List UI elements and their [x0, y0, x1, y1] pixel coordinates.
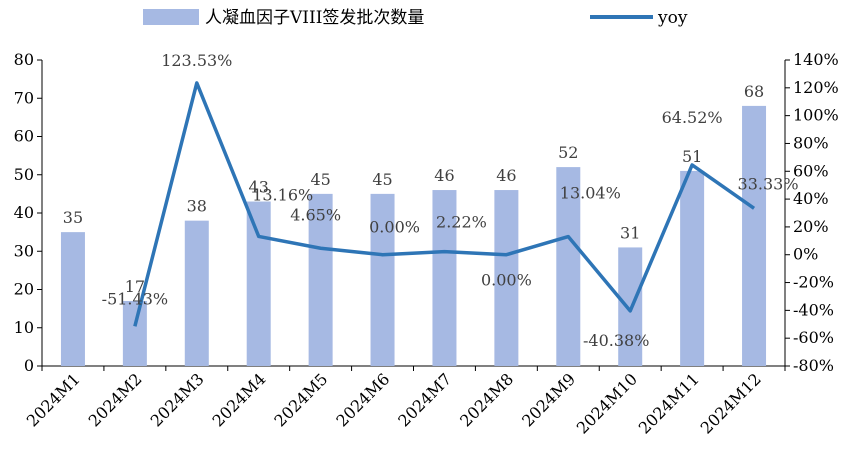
bar-value-label: 51 [682, 147, 702, 166]
bar-value-label: 31 [620, 223, 640, 242]
yoy-value-label: 0.00% [481, 271, 532, 290]
left-tick-label: 50 [14, 165, 34, 184]
x-tick-label: 2024M12 [697, 369, 765, 437]
yoy-value-label: 13.04% [560, 184, 621, 203]
bar-value-label: 68 [744, 82, 764, 101]
x-tick-label: 2024M9 [518, 369, 579, 430]
right-tick-label: -40% [793, 300, 834, 319]
legend: 人凝血因子VIII签发批次数量 yoy [143, 8, 688, 28]
x-tick-label: 2024M1 [23, 369, 84, 430]
x-tick-label: 2024M6 [332, 369, 393, 430]
bar-value-label: 46 [496, 166, 516, 185]
right-tick-label: -20% [793, 273, 834, 292]
bar-value-label: 43 [249, 178, 269, 197]
x-tick-label: 2024M4 [209, 369, 270, 430]
x-tick-label: 2024M8 [456, 369, 517, 430]
bar-value-label: 38 [187, 197, 207, 216]
yoy-line [133, 81, 756, 327]
legend-bar-label: 人凝血因子VIII签发批次数量 [205, 8, 424, 28]
x-tick-label: 2024M7 [394, 369, 455, 430]
right-tick-label: -80% [793, 356, 834, 375]
bar [308, 193, 333, 366]
bar-value-label: 17 [125, 277, 145, 296]
x-tick-label: 2024M10 [573, 369, 641, 437]
right-tick-label: 100% [793, 106, 839, 125]
bar-value-label: 46 [434, 166, 454, 185]
bar [370, 193, 395, 366]
x-tick-label: 2024M5 [270, 369, 331, 430]
right-tick-label: 20% [793, 217, 829, 236]
bar [680, 170, 705, 366]
bar [494, 190, 519, 366]
right-tick-label: 40% [793, 189, 829, 208]
bar-value-label: 45 [372, 170, 392, 189]
bar [60, 232, 85, 366]
yoy-value-label: 123.53% [161, 51, 232, 70]
left-tick-label: 70 [14, 88, 34, 107]
bar [184, 220, 209, 366]
bar [246, 201, 271, 366]
bar-value-label: 35 [63, 208, 83, 227]
legend-bar-swatch [143, 9, 199, 25]
left-tick-label: 60 [14, 127, 34, 146]
bar-series [60, 105, 767, 367]
x-tick-label: 2024M2 [85, 369, 146, 430]
yoy-value-label: 4.65% [290, 205, 341, 224]
yoy-value-label: 33.33% [738, 174, 799, 193]
legend-line-label: yoy [657, 8, 688, 28]
yoy-value-label: 0.00% [369, 218, 420, 237]
bar-value-label: 52 [558, 143, 578, 162]
bar-value-label: 45 [310, 170, 330, 189]
yoy-value-label: 13.16% [252, 185, 313, 204]
yoy-value-label: -40.38% [583, 331, 649, 350]
right-tick-label: 0% [793, 245, 818, 264]
left-tick-label: 20 [14, 280, 34, 299]
bar [122, 300, 147, 366]
bar [432, 190, 457, 366]
right-tick-label: 60% [793, 161, 829, 180]
yoy-labels: -51.43% 123.53% 13.16%4.65% 0.00% 2.22% 0.00%… [102, 51, 799, 350]
x-tick-label: 2024M11 [635, 369, 703, 437]
left-tick-label: 0 [24, 356, 34, 375]
right-tick-label: 80% [793, 133, 829, 152]
left-tick-label: 40 [14, 203, 34, 222]
left-tick-label: 30 [14, 241, 34, 260]
x-tick-label: 2024M3 [147, 369, 208, 430]
right-tick-label: 140% [793, 50, 839, 69]
left-tick-label: 10 [14, 318, 34, 337]
bar [556, 167, 581, 366]
left-tick-label: 80 [14, 50, 34, 69]
yoy-value-label: -51.43% [102, 289, 168, 308]
yoy-value-label: 2.22% [436, 213, 487, 232]
yoy-value-label: 64.52% [662, 108, 723, 127]
bar-labels: 35 17 38 43 45 45 46 46 52 31 51 68 [63, 82, 764, 296]
right-tick-label: -60% [793, 328, 834, 347]
bar [742, 105, 767, 367]
yoy-series [133, 81, 756, 327]
right-tick-label: 120% [793, 78, 839, 97]
